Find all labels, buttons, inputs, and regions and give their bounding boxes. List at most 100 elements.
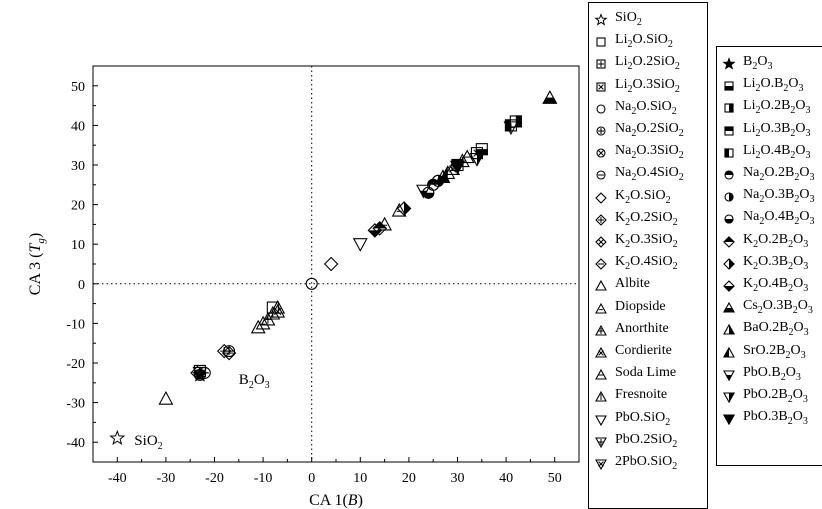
legend-marker-icon bbox=[595, 391, 607, 402]
legend-marker-icon bbox=[723, 302, 735, 313]
y-tick-label: 50 bbox=[71, 80, 85, 95]
data-point bbox=[440, 165, 456, 179]
x-tick-label: 20 bbox=[402, 471, 416, 486]
legend-label: K2O.4B2O3 bbox=[743, 276, 809, 294]
legend-label: Diopside bbox=[615, 298, 666, 314]
legend-silicates: SiO2 Li2O.SiO2 Li2O.2SiO2 Li2O.3SiO2 Na2O.Si… bbox=[588, 2, 708, 509]
legend-marker-icon bbox=[595, 324, 607, 336]
legend-marker-icon bbox=[595, 415, 607, 426]
legend-marker-icon bbox=[595, 437, 607, 448]
data-point bbox=[221, 345, 237, 361]
data-point bbox=[265, 305, 281, 320]
legend-label: Fresnoite bbox=[615, 387, 668, 403]
data-point bbox=[191, 366, 208, 382]
legend-marker-icon bbox=[723, 235, 735, 248]
data-point bbox=[469, 153, 485, 167]
data-point bbox=[372, 221, 388, 236]
y-axis-ticks: -40 -30 -20 -10 0 10 20 30 40 50 bbox=[66, 65, 98, 451]
annotation-label: B2O3 bbox=[239, 372, 270, 391]
y-tick-label: -30 bbox=[66, 397, 85, 412]
x-tick-label: -10 bbox=[254, 471, 273, 486]
legend-marker-icon bbox=[724, 148, 734, 158]
reference-lines bbox=[93, 66, 579, 462]
x-axis-ticks: -40 -30 -20 -10 0 10 20 30 40 50 bbox=[108, 457, 580, 486]
legend-label: Li2O.3SiO2 bbox=[615, 76, 680, 95]
legend-label: Li2O.B2O3 bbox=[743, 76, 804, 94]
legend-label: Li2O.4B2O3 bbox=[743, 142, 811, 161]
legend-borates: B2O3 Li2O.B2O3 Li2O.2B2O3 Li2O.3B2O3 Li2O.4B… bbox=[716, 46, 822, 466]
data-point bbox=[109, 429, 126, 446]
legend-label: Anorthite bbox=[615, 320, 669, 336]
legend-marker-icon bbox=[724, 103, 734, 113]
legend-label: Li2O.2SiO2 bbox=[615, 54, 680, 73]
x-tick-label: 40 bbox=[499, 471, 513, 486]
legend-marker-icon bbox=[596, 104, 606, 114]
legend-label: Na2O.2SiO2 bbox=[615, 121, 684, 139]
data-point bbox=[305, 277, 318, 290]
data-point bbox=[158, 390, 174, 405]
y-axis-label: CA 3 (Tg) bbox=[27, 233, 47, 295]
legend-marker-icon bbox=[722, 57, 736, 70]
legend-label: Na2O.4B2O3 bbox=[743, 209, 815, 228]
data-point bbox=[367, 223, 383, 238]
legend-marker-icon bbox=[595, 459, 607, 471]
legend-label: K2O.4SiO2 bbox=[615, 254, 678, 272]
x-tick-label: 0 bbox=[308, 471, 315, 486]
legend-label: K2O.SiO2 bbox=[615, 187, 671, 206]
legend-marker-icon bbox=[595, 214, 607, 226]
legend-label: K2O.3B2O3 bbox=[743, 253, 809, 272]
legend-marker-icon bbox=[594, 13, 608, 26]
x-tick-label: 50 bbox=[548, 471, 562, 486]
y-tick-label: 40 bbox=[71, 119, 85, 134]
legend-label: K2O.2B2O3 bbox=[743, 231, 809, 250]
legend-marker-icon bbox=[723, 280, 735, 292]
legend-marker-icon bbox=[596, 126, 606, 136]
data-point bbox=[352, 238, 368, 252]
legend-label: PbO.2B2O3 bbox=[743, 387, 808, 405]
legend-label: Na2O.SiO2 bbox=[615, 98, 677, 117]
legend-label: 2PbO.SiO2 bbox=[615, 454, 678, 472]
legend-marker-icon bbox=[596, 59, 606, 69]
data-point bbox=[270, 299, 286, 314]
legend-label: PbO.SiO2 bbox=[615, 409, 671, 428]
data-points bbox=[109, 90, 558, 446]
y-tick-label: -20 bbox=[66, 357, 85, 372]
legend-label: Soda Lime bbox=[615, 365, 677, 381]
legend-marker-icon bbox=[723, 414, 735, 426]
legend-marker-icon bbox=[596, 37, 606, 47]
data-point bbox=[250, 319, 266, 334]
legend-label: PbO.2SiO2 bbox=[615, 431, 678, 450]
data-point bbox=[504, 119, 518, 132]
legend-label: BaO.2B2O3 bbox=[743, 320, 809, 339]
legend-label: PbO.3B2O3 bbox=[743, 409, 808, 427]
legend-marker-icon bbox=[723, 392, 735, 404]
y-tick-label: -10 bbox=[66, 317, 85, 332]
legend-label: Cs2O.3B2O3 bbox=[743, 298, 813, 316]
annotation-label: SiO2 bbox=[134, 433, 162, 452]
y-tick-label: 20 bbox=[71, 199, 85, 214]
data-point bbox=[323, 256, 339, 272]
data-point bbox=[542, 90, 558, 104]
legend-label: Li2O.3B2O3 bbox=[743, 120, 811, 139]
legend-marker-icon bbox=[723, 346, 735, 358]
legend-marker-icon bbox=[723, 370, 735, 381]
legend-marker-icon bbox=[595, 280, 607, 291]
legend-label: Na2O.3SiO2 bbox=[615, 143, 684, 161]
x-tick-label: 30 bbox=[451, 471, 465, 486]
legend-marker-icon bbox=[723, 258, 735, 270]
y-tick-label: 0 bbox=[78, 278, 85, 293]
legend-marker-icon bbox=[596, 82, 606, 92]
legend-label: Cordierite bbox=[615, 343, 672, 358]
x-tick-label: -20 bbox=[205, 471, 224, 486]
legend-marker-icon bbox=[595, 258, 607, 270]
legend-marker-icon bbox=[595, 191, 607, 204]
legend-marker-icon bbox=[595, 346, 607, 358]
legend-marker-icon bbox=[724, 192, 734, 202]
legend-label: Na2O.4SiO2 bbox=[615, 165, 684, 184]
legend-marker-icon bbox=[596, 170, 606, 180]
legend-marker-icon bbox=[595, 369, 607, 380]
y-tick-label: 10 bbox=[71, 238, 85, 253]
y-tick-label: -40 bbox=[66, 436, 85, 451]
legend-marker-icon bbox=[724, 214, 734, 224]
legend-marker-icon bbox=[595, 236, 607, 248]
